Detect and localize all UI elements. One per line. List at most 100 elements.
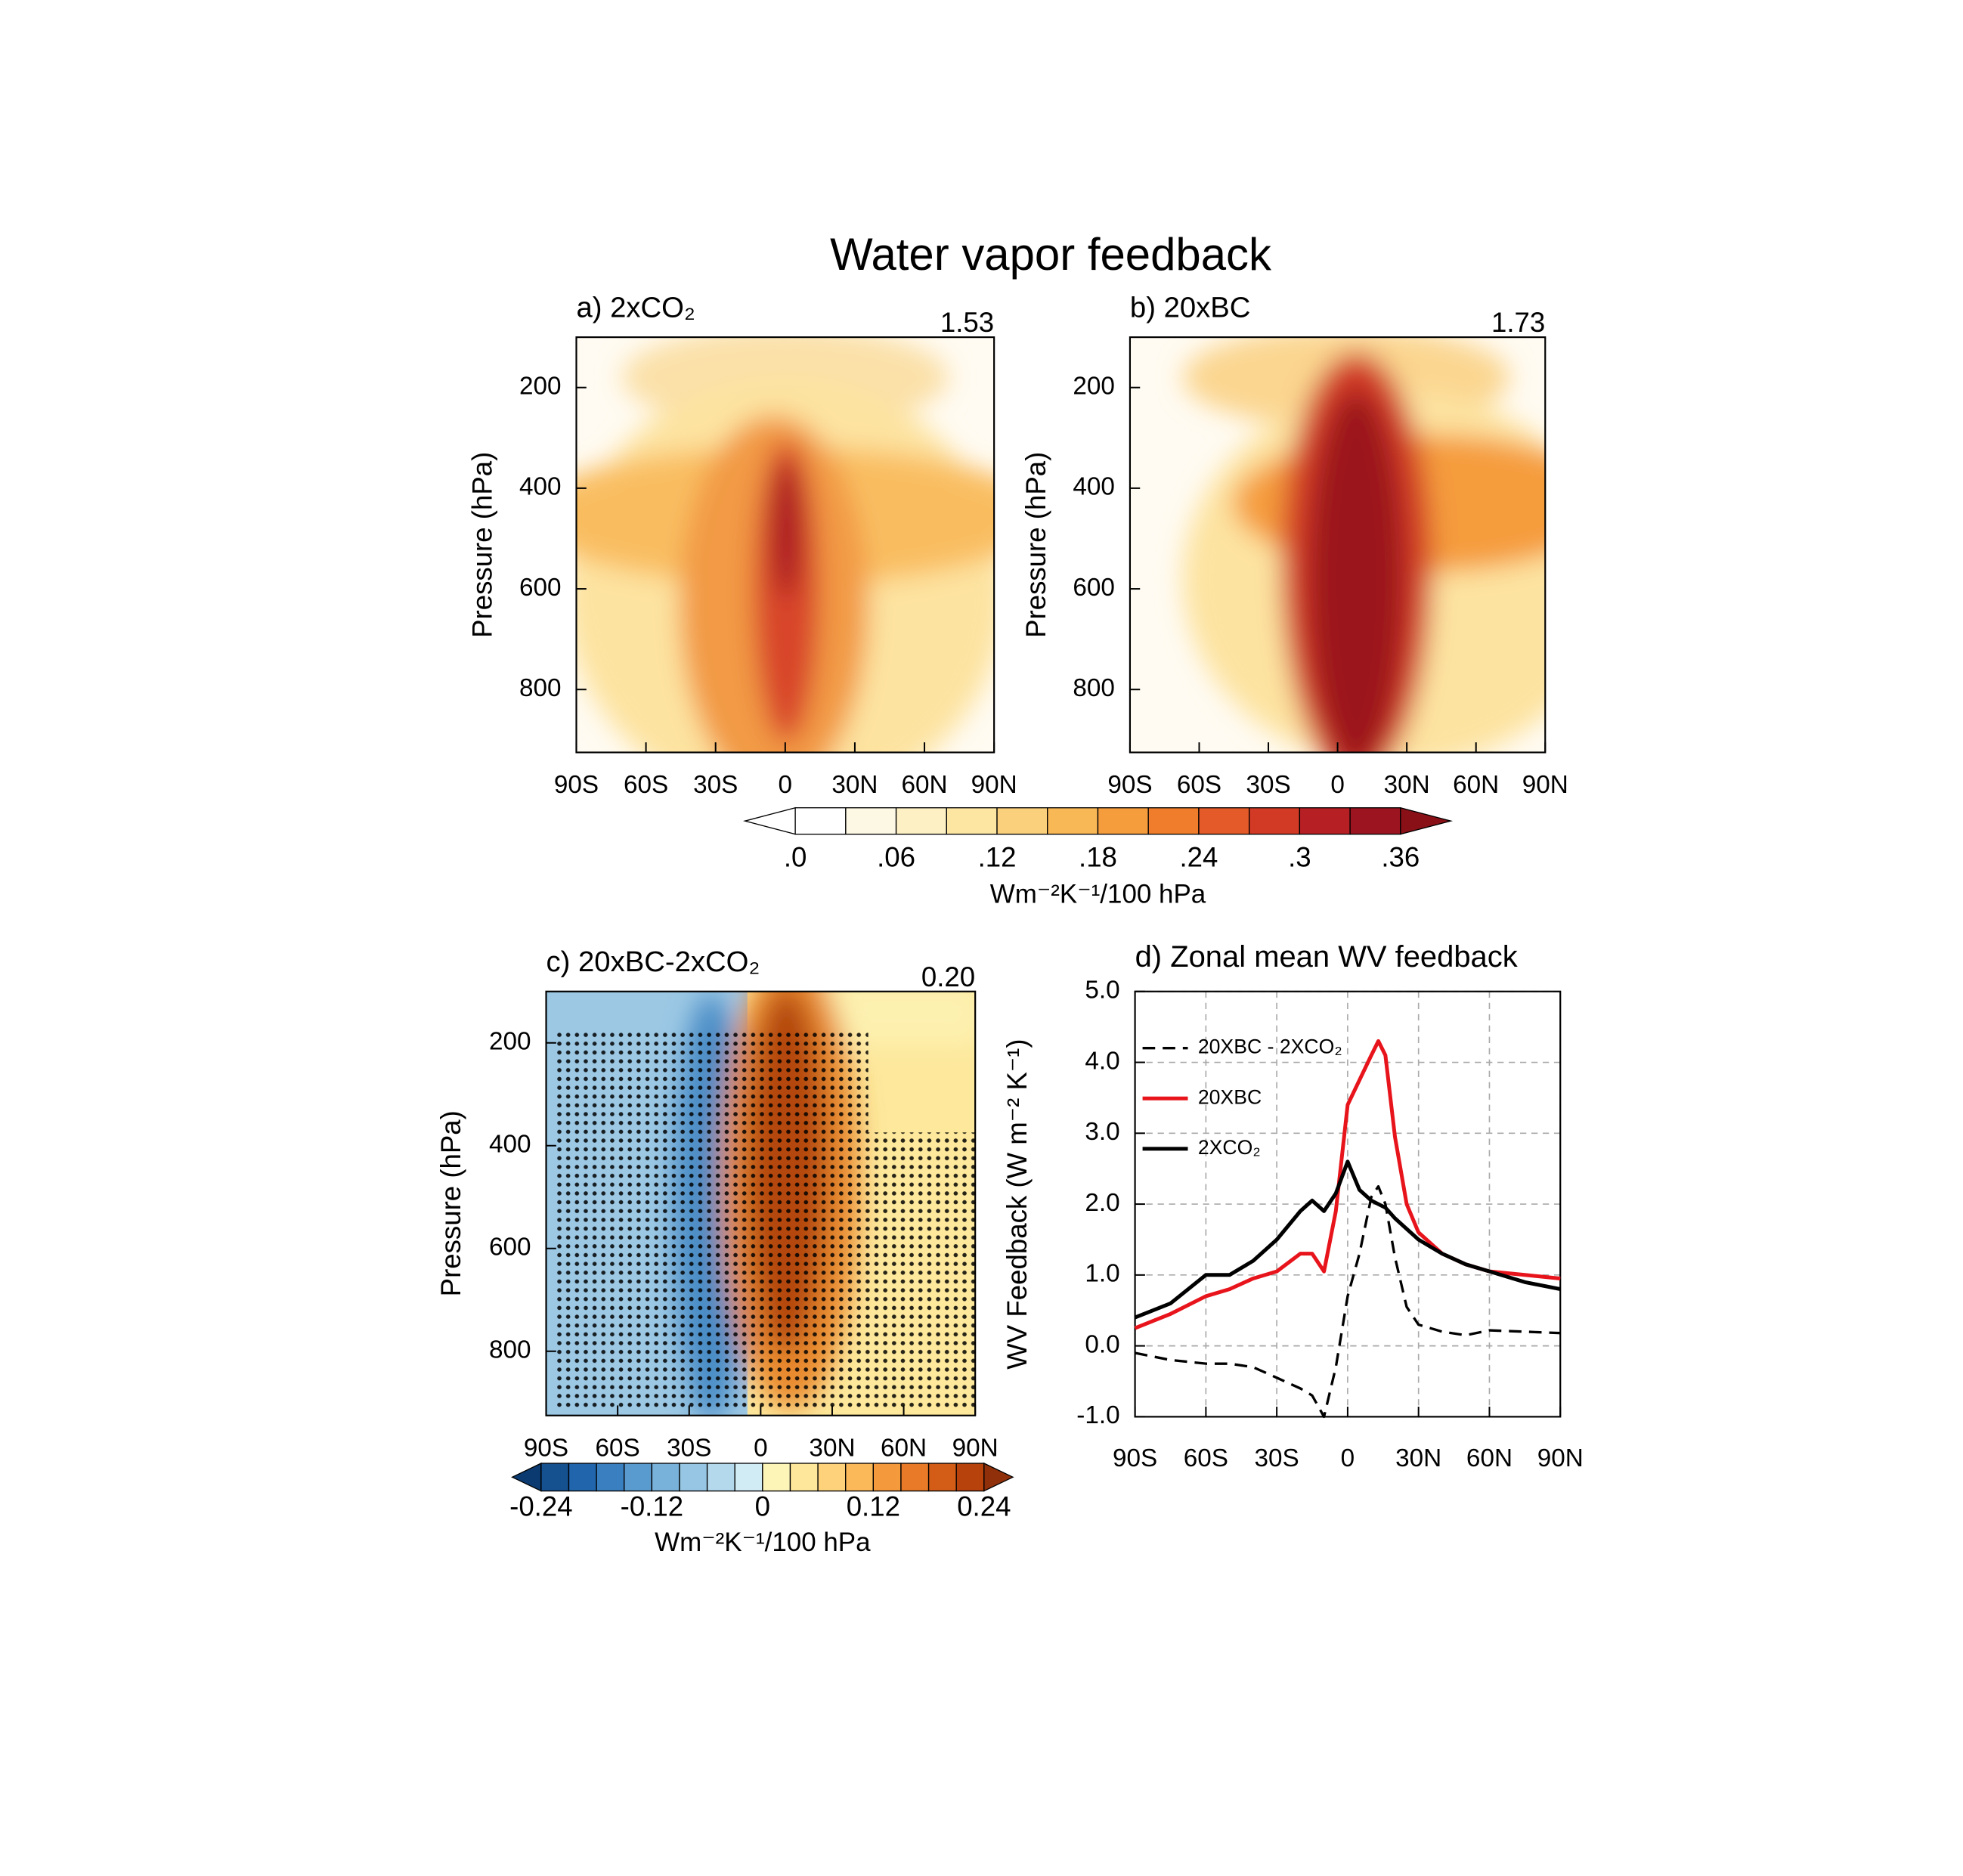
colorbar-box (1198, 807, 1250, 835)
colorbar-box (1248, 807, 1301, 835)
panel-annotation: 0.20 (921, 961, 975, 992)
colorbar-box (706, 1463, 735, 1492)
colorbar-box (1147, 807, 1200, 835)
x-tick-label: 60S (596, 1434, 640, 1462)
colorbar-box (624, 1463, 653, 1492)
colorbar-box (927, 1463, 957, 1492)
colorbar-box (540, 1463, 570, 1492)
colorbar-box (1349, 807, 1401, 835)
y-tick-label: 200 (519, 373, 562, 401)
colorbar-over (1400, 806, 1454, 835)
colorbar-box (817, 1463, 847, 1492)
panel-title: c) 20xBC-2xCO₂ (546, 946, 760, 978)
panel-title: b) 20xBC (1130, 292, 1251, 324)
significance-stipple (553, 1032, 976, 1410)
y-tick-label: 0.0 (1085, 1330, 1119, 1358)
colorbar-box (734, 1463, 763, 1492)
plot-frame (575, 336, 995, 754)
y-axis-label: WV Feedback (W m⁻² K⁻¹) (1002, 1039, 1033, 1369)
colorbar-tick-label: .24 (1179, 842, 1218, 873)
colorbar-box (596, 1463, 625, 1492)
x-tick-label: 0 (1330, 771, 1345, 799)
x-tick-label: 90S (1107, 771, 1152, 799)
field-shape (1308, 390, 1404, 753)
y-tick-label: -1.0 (1076, 1401, 1119, 1429)
colorbar-box (900, 1463, 930, 1492)
legend-label: 20XBC - 2XCO₂ (1198, 1036, 1342, 1058)
colorbar-box (651, 1463, 680, 1492)
colorbar-tick-label: 0 (755, 1491, 770, 1522)
y-tick-label: 2.0 (1085, 1189, 1119, 1217)
x-tick-label: 30S (693, 771, 738, 799)
x-tick-label: 90S (1113, 1444, 1157, 1472)
panel-title: a) 2xCO₂ (576, 292, 695, 324)
y-tick-label: 3.0 (1085, 1118, 1119, 1146)
plot-frame (1129, 336, 1547, 754)
colorbar-box (789, 1463, 819, 1492)
colorbar-box (1097, 807, 1149, 835)
x-tick-label: 90N (1537, 1444, 1584, 1472)
colorbar-box (955, 1463, 985, 1492)
field-shapes (576, 337, 995, 753)
y-tick-label: 600 (489, 1234, 531, 1262)
colorbar-tick-label: .3 (1288, 842, 1311, 873)
contour-field (576, 337, 995, 753)
colorbar-tick-label: -0.24 (509, 1491, 572, 1522)
x-tick-label: 0 (779, 771, 793, 799)
x-tick-label: 60S (624, 771, 668, 799)
x-tick-label: 30S (1246, 771, 1290, 799)
x-tick-label: 30S (667, 1434, 711, 1462)
plot-frame (1134, 990, 1562, 1418)
y-tick-label: 200 (1073, 373, 1115, 401)
panel-title: d) Zonal mean WV feedback (1135, 940, 1519, 974)
colorbar-box (1299, 807, 1351, 835)
x-tick-label: 60N (881, 1434, 927, 1462)
field-shapes (1182, 337, 1546, 753)
y-tick-label: 600 (519, 574, 562, 602)
colorbar-box (679, 1463, 708, 1492)
field-shape (771, 459, 802, 598)
x-tick-label: 60N (1453, 771, 1499, 799)
x-tick-label: 90N (952, 1434, 999, 1462)
legend-label: 20XBC (1198, 1085, 1262, 1108)
y-tick-label: 800 (1073, 674, 1115, 702)
colorbar-tick-label: 0.24 (957, 1491, 1011, 1522)
colorbar-tick-label: -0.12 (621, 1491, 683, 1522)
y-tick-label: 600 (1073, 574, 1115, 602)
colorbar-tick-label: 0.12 (847, 1491, 900, 1522)
panel-annotation: 1.53 (940, 307, 994, 338)
x-tick-label: 30N (1384, 771, 1430, 799)
colorbar-under (511, 1462, 542, 1492)
colorbar-box (872, 1463, 902, 1492)
x-tick-label: 30S (1255, 1444, 1299, 1472)
y-axis-label: Pressure (hPa) (435, 1110, 466, 1296)
colorbar-box (845, 1463, 875, 1492)
panel-annotation: 1.73 (1491, 307, 1545, 338)
colorbar-tick-label: .0 (784, 842, 807, 873)
colorbar-tick-label: .06 (877, 842, 915, 873)
x-tick-label: 30N (831, 771, 878, 799)
colorbar-over (983, 1462, 1014, 1492)
colorbar-box (946, 807, 998, 835)
x-tick-label: 90S (524, 1434, 568, 1462)
y-tick-label: 400 (519, 473, 562, 501)
colorbar-tick-label: .12 (978, 842, 1017, 873)
colorbar-label: Wm⁻²K⁻¹/100 hPa (990, 879, 1206, 909)
x-tick-label: 0 (1341, 1444, 1355, 1472)
figure-title: Water vapor feedback (830, 229, 1272, 280)
colorbar-under (742, 806, 796, 835)
colorbar-tick-label: .36 (1381, 842, 1420, 873)
x-tick-label: 30N (1395, 1444, 1441, 1472)
y-tick-label: 5.0 (1085, 977, 1119, 1005)
y-tick-label: 400 (489, 1131, 531, 1159)
x-tick-label: 90N (1522, 771, 1568, 799)
y-tick-label: 400 (1073, 473, 1115, 501)
legend-label: 2XCO₂ (1198, 1136, 1261, 1159)
x-tick-label: 60N (1466, 1444, 1513, 1472)
contour-field (546, 991, 976, 1416)
x-tick-label: 60S (1184, 1444, 1228, 1472)
colorbar-tick-label: .18 (1079, 842, 1117, 873)
series-line (1135, 1184, 1561, 1419)
